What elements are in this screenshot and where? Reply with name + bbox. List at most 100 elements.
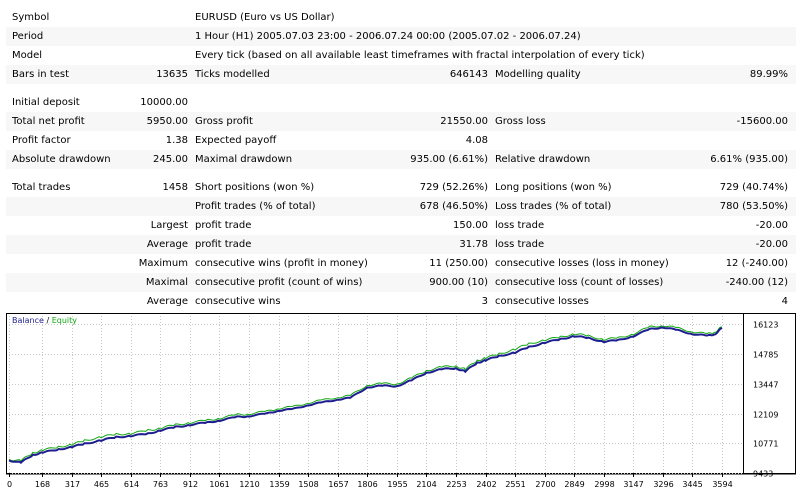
legend-equity: Equity: [51, 316, 77, 325]
x-tick-label: 3594: [712, 480, 732, 489]
quality-label: Modelling quality: [495, 69, 581, 80]
x-tick-label: 317: [65, 480, 80, 489]
row-shade: [6, 273, 796, 292]
model-value: Every tick (based on all available least…: [195, 50, 645, 61]
bars-value: 13635: [156, 69, 188, 80]
deposit-value: 10000.00: [140, 97, 188, 108]
maximal-consecutive-loss-value: -240.00 (12): [725, 277, 788, 288]
row-shade: [6, 65, 796, 84]
symbol-label: Symbol: [12, 12, 50, 23]
max-consecutive-wins-label: consecutive wins (profit in money): [195, 258, 368, 269]
x-tick-label: 0: [7, 480, 12, 489]
chart-legend: Balance / Equity: [12, 316, 77, 326]
x-tick-label: 3147: [623, 480, 643, 489]
plot-border: [6, 313, 796, 475]
balance-line: [8, 326, 723, 464]
period-label: Period: [12, 31, 44, 42]
profit-trades-label: Profit trades (% of total): [195, 201, 316, 212]
model-label: Model: [12, 50, 43, 61]
x-tick-label: 1061: [209, 480, 229, 489]
balance-equity-chart: 9433 10771 12109 13447 14785 16123 0 168 317 465 6…: [6, 313, 796, 498]
long-positions-value: 729 (40.74%): [719, 182, 788, 193]
ticks-value: 646143: [449, 69, 488, 80]
profit-trades-value: 678 (46.50%): [419, 201, 488, 212]
row-shade: [6, 112, 796, 131]
gross-loss-value: -15600.00: [736, 116, 788, 127]
profit-factor-value: 1.38: [165, 135, 188, 146]
y-tick-label: 9433: [753, 470, 773, 479]
largest-loss-value: -20.00: [755, 220, 788, 231]
x-tick-label: 763: [153, 480, 168, 489]
quality-value: 89.99%: [749, 69, 788, 80]
x-tick-label: 1210: [239, 480, 259, 489]
gross-profit-value: 21550.00: [440, 116, 488, 127]
largest-loss-label: loss trade: [495, 220, 545, 231]
total-trades-label: Total trades: [12, 182, 71, 193]
x-tick-label: 2700: [535, 480, 555, 489]
x-tick-label: 2402: [476, 480, 496, 489]
loss-trades-value: 780 (53.50%): [719, 201, 788, 212]
gross-profit-label: Gross profit: [195, 116, 253, 127]
x-tick-label: 3445: [682, 480, 702, 489]
largest-profit-label: profit trade: [195, 220, 252, 231]
maximal-drawdown-value: 935.00 (6.61%): [410, 154, 488, 165]
ticks-label: Ticks modelled: [195, 69, 270, 80]
average-consecutive-losses-label: consecutive losses: [495, 296, 589, 307]
largest-profit-value: 150.00: [453, 220, 488, 231]
average-loss-value: -20.00: [755, 239, 788, 250]
average-consecutive-losses-value: 4: [781, 296, 788, 307]
x-tick-label: 1657: [328, 480, 348, 489]
y-tick-label: 16123: [753, 321, 778, 330]
expected-payoff-label: Expected payoff: [195, 135, 277, 146]
x-tick-label: 1508: [298, 480, 318, 489]
legend-balance: Balance: [12, 316, 44, 325]
strategy-report: Symbol EURUSD (Euro vs US Dollar) Period…: [6, 12, 796, 307]
y-tick-label: 13447: [753, 381, 778, 390]
maximal-consecutive-loss-label: consecutive loss (count of losses): [495, 277, 664, 288]
largest-prefix: Largest: [150, 220, 188, 231]
total-trades-value: 1458: [162, 182, 188, 193]
x-tick-label: 2849: [564, 480, 584, 489]
equity-line: [8, 325, 723, 462]
loss-trades-label: Loss trades (% of total): [495, 201, 612, 212]
period-value: 1 Hour (H1) 2005.07.03 23:00 - 2006.07.2…: [195, 31, 581, 42]
row-shade: [6, 197, 796, 216]
relative-drawdown-label: Relative drawdown: [495, 154, 591, 165]
average-consecutive-wins-label: consecutive wins: [195, 296, 281, 307]
row-shade: [6, 27, 796, 46]
gross-loss-label: Gross loss: [495, 116, 546, 127]
symbol-value: EURUSD (Euro vs US Dollar): [195, 12, 335, 23]
absolute-drawdown-label: Absolute drawdown: [12, 154, 111, 165]
x-tick-label: 168: [35, 480, 50, 489]
expected-payoff-value: 4.08: [465, 135, 488, 146]
row-shade: [6, 150, 796, 169]
row-shade: [6, 235, 796, 254]
x-tick-label: 1955: [387, 480, 407, 489]
max-consecutive-wins-value: 11 (250.00): [429, 258, 488, 269]
x-tick-label: 465: [94, 480, 109, 489]
average-consecutive-prefix: Average: [146, 296, 188, 307]
chart-canvas: 9433 10771 12109 13447 14785 16123 0 168 317 465 6…: [6, 313, 796, 489]
net-profit-label: Total net profit: [12, 116, 85, 127]
long-positions-label: Long positions (won %): [495, 182, 612, 193]
max-consecutive-losses-label: consecutive losses (loss in money): [495, 258, 669, 269]
x-tick-label: 2253: [446, 480, 466, 489]
maximum-prefix: Maximum: [138, 258, 188, 269]
deposit-label: Initial deposit: [12, 97, 80, 108]
maximal-consecutive-profit-label: consecutive profit (count of wins): [195, 277, 363, 288]
average-consecutive-wins-value: 3: [481, 296, 488, 307]
max-consecutive-losses-value: 12 (-240.00): [725, 258, 788, 269]
x-tick-label: 614: [124, 480, 139, 489]
x-tick-label: 3296: [653, 480, 673, 489]
average-profit-value: 31.78: [459, 239, 488, 250]
legend-separator: /: [43, 316, 52, 325]
average-loss-label: loss trade: [495, 239, 545, 250]
x-tick-label: 912: [183, 480, 198, 489]
maximal-drawdown-label: Maximal drawdown: [195, 154, 293, 165]
x-tick-label: 2551: [505, 480, 525, 489]
average-profit-label: profit trade: [195, 239, 252, 250]
net-profit-value: 5950.00: [146, 116, 188, 127]
y-tick-label: 14785: [753, 351, 778, 360]
maximal-prefix: Maximal: [145, 277, 188, 288]
y-tick-label: 10771: [753, 440, 778, 449]
